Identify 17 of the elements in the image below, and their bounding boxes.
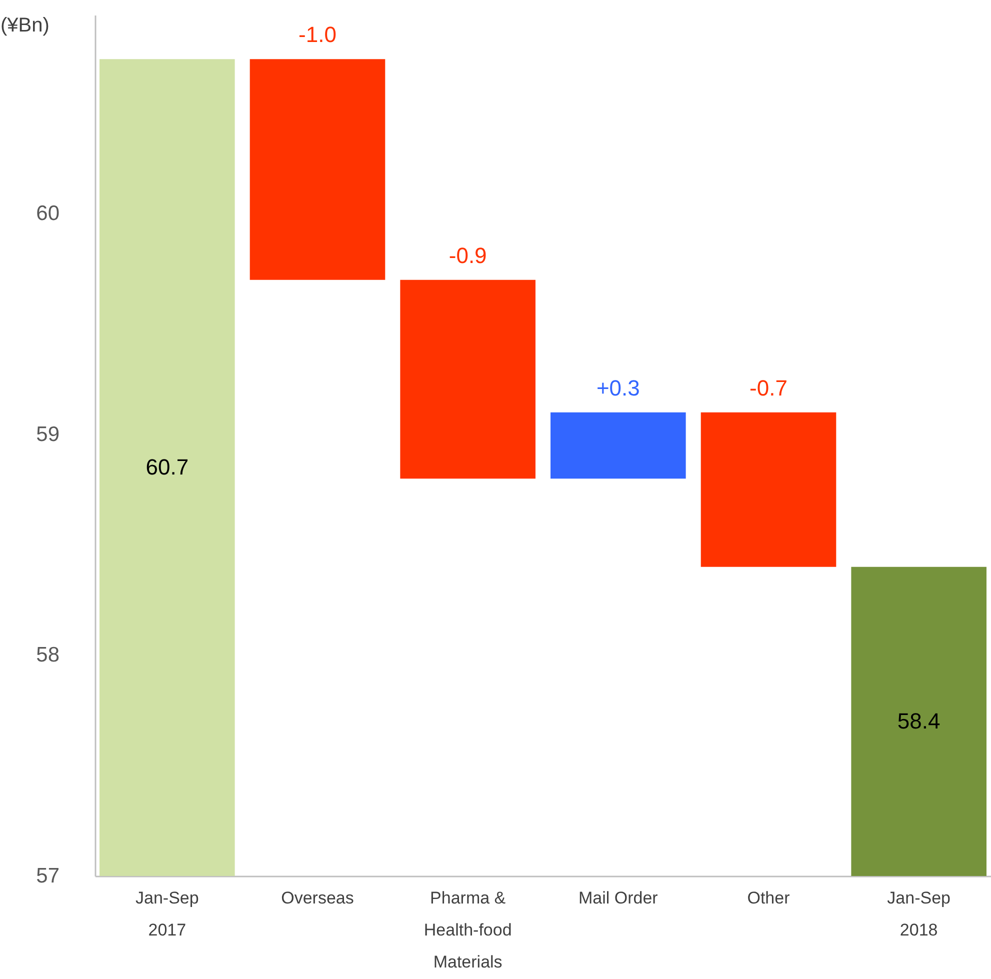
x-tick-label: Pharma & Health-food Materials — [424, 888, 512, 972]
data-label: -0.7 — [750, 375, 788, 400]
x-tick-label: Mail Order — [578, 888, 658, 908]
data-label: +0.3 — [596, 375, 640, 400]
y-tick-label: 59 — [36, 422, 60, 446]
x-tick-label: Jan-Sep 2018 — [887, 888, 951, 940]
y-tick-label: 60 — [36, 202, 60, 226]
y-tick-label: 58 — [36, 644, 60, 667]
y-tick-label: 57 — [36, 864, 60, 888]
y-axis-title: (¥Bn) — [0, 14, 50, 36]
x-tick-label: Overseas — [281, 888, 354, 908]
data-label: -0.9 — [448, 242, 487, 268]
data-label: 60.7 — [146, 454, 189, 480]
x-tick-label: Jan-Sep 2017 — [135, 888, 199, 940]
data-label: 58.4 — [897, 708, 940, 734]
data-label: -1.0 — [298, 22, 336, 48]
x-tick-label: Other — [747, 888, 790, 908]
